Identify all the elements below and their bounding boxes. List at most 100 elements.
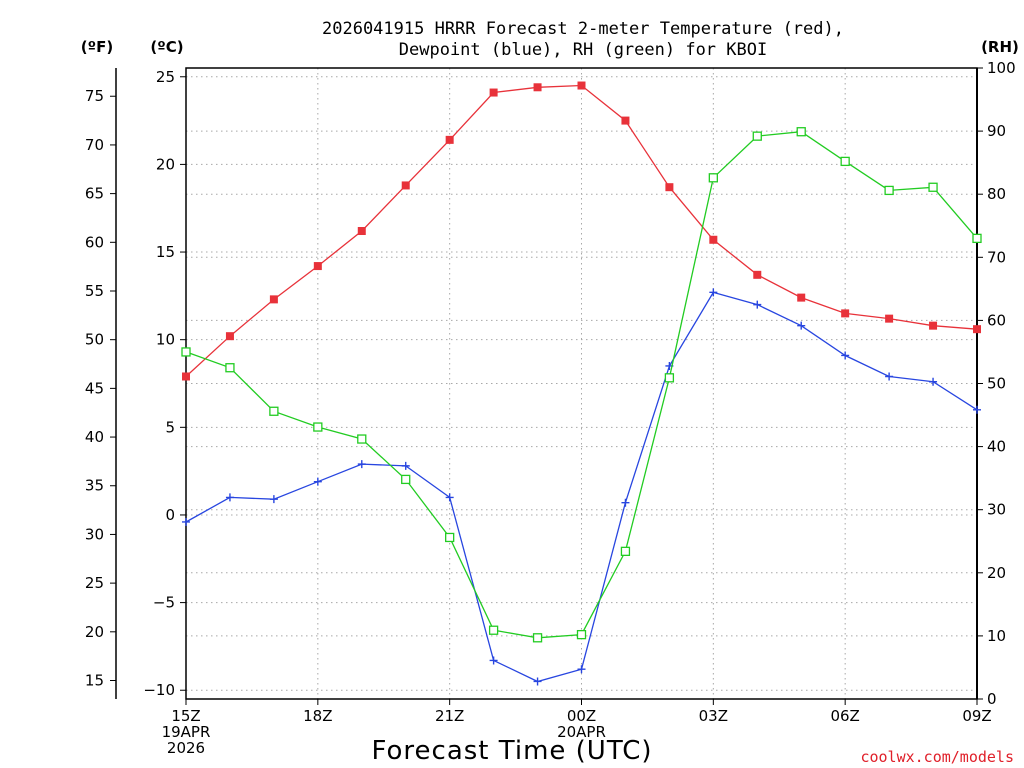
data-point-dewpoint bbox=[885, 372, 894, 381]
data-point-temperature bbox=[577, 81, 586, 90]
fahrenheit-tick-label: 60 bbox=[85, 233, 104, 251]
data-point-dewpoint bbox=[973, 405, 981, 414]
series-layer bbox=[181, 81, 982, 686]
x-tick-label: 18Z bbox=[303, 707, 332, 725]
rh-tick-label: 30 bbox=[987, 501, 1006, 519]
fahrenheit-tick-label: 65 bbox=[85, 185, 104, 203]
fahrenheit-tick-label: 55 bbox=[85, 282, 104, 300]
data-point-dewpoint bbox=[577, 665, 586, 674]
data-point-rh bbox=[664, 373, 675, 383]
data-point-rh bbox=[884, 185, 894, 196]
chart-title-line1: 2026041915 HRRR Forecast 2-meter Tempera… bbox=[322, 19, 844, 39]
rh-tick-label: 10 bbox=[987, 627, 1006, 645]
data-point-temperature bbox=[709, 235, 718, 244]
rh-tick-label: 90 bbox=[987, 122, 1006, 140]
data-point-dewpoint bbox=[753, 300, 762, 309]
rh-tick-label: 80 bbox=[987, 185, 1006, 203]
data-point-temperature bbox=[929, 321, 938, 330]
celsius-tick-label: 15 bbox=[156, 243, 175, 261]
fahrenheit-tick-label: 15 bbox=[85, 671, 104, 689]
celsius-tick-label: 25 bbox=[156, 68, 175, 86]
x-tick-label: 06Z bbox=[830, 707, 859, 725]
x-tick-label: 09Z bbox=[962, 707, 991, 725]
rh-tick-label: 20 bbox=[987, 564, 1006, 582]
data-point-dewpoint bbox=[357, 460, 366, 469]
data-point-rh bbox=[972, 233, 982, 244]
data-point-rh bbox=[313, 422, 323, 432]
data-point-rh bbox=[532, 633, 543, 643]
fahrenheit-tick-label: 45 bbox=[85, 379, 104, 397]
x-tick-label: 21Z bbox=[435, 707, 464, 725]
data-point-dewpoint bbox=[709, 288, 718, 297]
rh-tick-label: 40 bbox=[987, 438, 1006, 456]
x-tick-label: 20APR bbox=[557, 723, 606, 741]
data-point-dewpoint bbox=[797, 321, 806, 330]
data-point-temperature bbox=[225, 332, 234, 341]
data-point-rh bbox=[181, 347, 191, 357]
data-point-temperature bbox=[269, 295, 278, 304]
celsius-tick-label: 0 bbox=[165, 506, 175, 524]
celsius-tick-label: 20 bbox=[156, 155, 175, 173]
data-point-temperature bbox=[621, 116, 630, 125]
data-point-temperature bbox=[885, 314, 894, 323]
rh-tick-label: 70 bbox=[987, 248, 1006, 266]
fahrenheit-tick-label: 25 bbox=[85, 574, 104, 592]
fahrenheit-tick-label: 75 bbox=[85, 87, 104, 105]
data-point-temperature bbox=[445, 135, 454, 144]
data-point-dewpoint bbox=[313, 477, 322, 486]
chart-title-line2: Dewpoint (blue), RH (green) for KBOI bbox=[399, 40, 767, 60]
data-point-dewpoint bbox=[533, 677, 542, 686]
fahrenheit-tick-label: 50 bbox=[85, 331, 104, 349]
data-point-rh bbox=[840, 156, 850, 167]
data-point-dewpoint bbox=[841, 351, 850, 360]
data-point-dewpoint bbox=[621, 498, 630, 507]
data-point-temperature bbox=[313, 262, 322, 271]
data-point-temperature bbox=[973, 325, 981, 334]
data-point-rh bbox=[620, 546, 631, 556]
fahrenheit-tick-label: 70 bbox=[85, 136, 104, 154]
grid-layer bbox=[186, 68, 977, 699]
data-point-dewpoint bbox=[445, 493, 454, 502]
data-point-rh bbox=[796, 127, 806, 137]
series-line-rh bbox=[185, 131, 978, 639]
data-point-temperature bbox=[489, 88, 498, 97]
data-point-rh bbox=[401, 474, 411, 485]
rh-tick-label: 50 bbox=[987, 375, 1006, 393]
x-tick-label: 15Z bbox=[171, 707, 200, 725]
data-point-rh bbox=[357, 434, 367, 444]
data-point-dewpoint bbox=[182, 517, 190, 526]
x-axis-title: Forecast Time (UTC) bbox=[371, 736, 652, 766]
data-point-temperature bbox=[533, 83, 542, 92]
celsius-tick-label: 5 bbox=[165, 418, 175, 436]
rh-tick-label: 60 bbox=[987, 311, 1006, 329]
data-point-rh bbox=[576, 629, 587, 640]
data-point-dewpoint bbox=[269, 495, 278, 504]
celsius-tick-label: −5 bbox=[153, 594, 175, 612]
data-point-temperature bbox=[401, 181, 410, 190]
x-tick-label: 03Z bbox=[699, 707, 728, 725]
data-point-rh bbox=[928, 182, 938, 192]
credit-text: coolwx.com/models bbox=[860, 748, 1014, 766]
data-point-rh bbox=[269, 406, 279, 416]
x-tick-label: 19APR bbox=[162, 723, 211, 741]
data-point-dewpoint bbox=[401, 461, 410, 470]
celsius-tick-label: 10 bbox=[156, 331, 175, 349]
data-point-temperature bbox=[182, 372, 190, 381]
fahrenheit-tick-label: 35 bbox=[85, 477, 104, 495]
rh-tick-label: 100 bbox=[987, 59, 1016, 77]
fahrenheit-tick-label: 30 bbox=[85, 525, 104, 543]
rh-unit-label: (RH) bbox=[981, 38, 1019, 56]
data-point-temperature bbox=[841, 309, 850, 318]
rh-tick-label: 0 bbox=[987, 690, 997, 708]
data-point-temperature bbox=[665, 183, 674, 192]
axis-layer: 15202530354045505560657075−10−5051015202… bbox=[85, 59, 1016, 757]
fahrenheit-tick-label: 20 bbox=[85, 623, 104, 641]
data-point-temperature bbox=[753, 270, 762, 279]
celsius-tick-label: −10 bbox=[143, 681, 175, 699]
fahrenheit-unit-label: (ºF) bbox=[81, 38, 113, 56]
data-point-dewpoint bbox=[929, 377, 938, 386]
data-point-rh bbox=[708, 173, 718, 183]
data-point-rh bbox=[488, 625, 499, 635]
x-tick-label: 2026 bbox=[167, 739, 205, 757]
